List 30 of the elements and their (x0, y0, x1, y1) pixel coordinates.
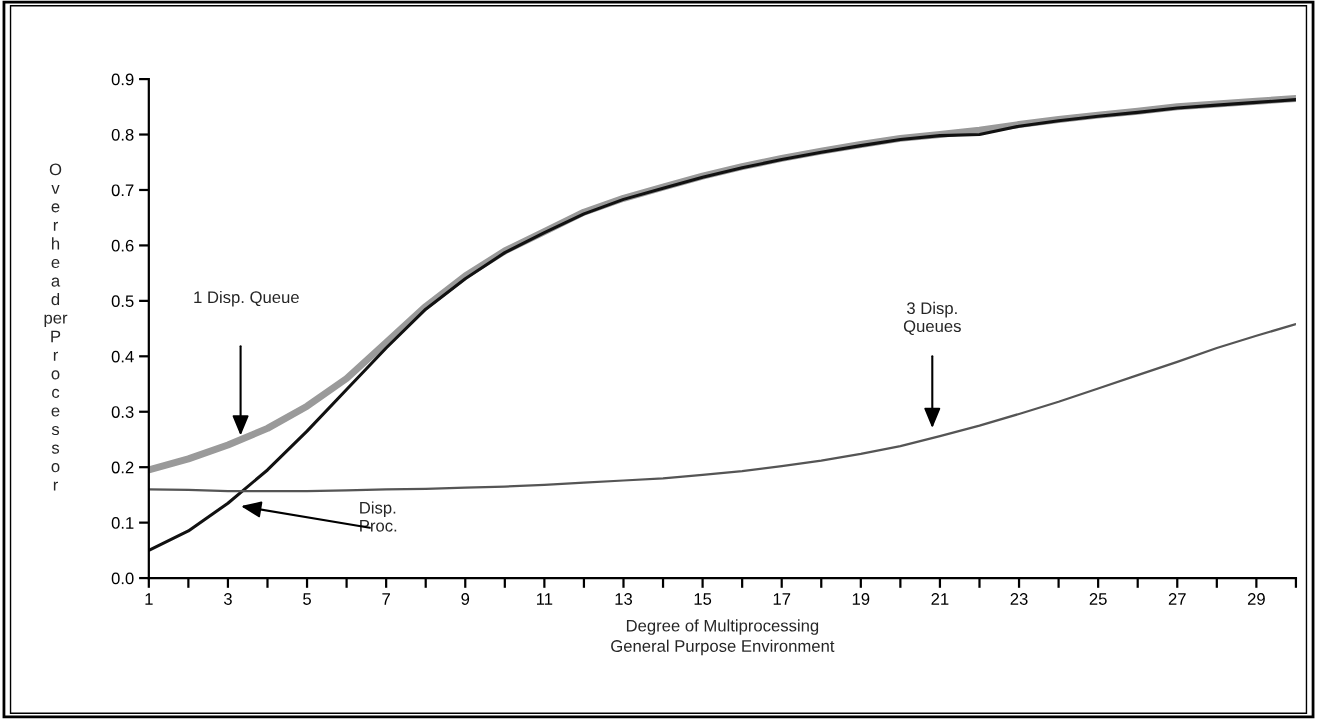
x-tick-label: 5 (303, 593, 311, 605)
x-tick-label: 17 (773, 593, 791, 605)
y-tick-label: 0.8 (111, 128, 134, 141)
x-tick-label: 3 (223, 593, 232, 605)
y-tick-label: 0.2 (111, 461, 134, 474)
x-tick-label: 11 (536, 593, 553, 605)
y-tick-label: 0.0 (111, 572, 134, 585)
x-axis-title: Degree of Multiprocessing General Purpose Environment (611, 619, 835, 656)
y-tick-label: 0.3 (111, 406, 134, 418)
annotation: 1 Disp. Queue (194, 290, 299, 307)
y-tick-label: 0.1 (111, 517, 134, 529)
y-tick-label: 0.6 (111, 239, 134, 252)
y-tick-label: 0.4 (111, 350, 134, 363)
y-tick-label: 0.9 (111, 73, 134, 86)
annotation: Disp. Proc. (360, 501, 397, 532)
annotation: 3 Disp. Queues (903, 301, 961, 336)
x-tick-label: 7 (382, 593, 390, 605)
x-tick-label: 25 (1089, 593, 1107, 605)
x-tick-label: 1 (145, 593, 153, 605)
x-tick-label: 9 (461, 593, 470, 605)
x-tick-label: 15 (694, 593, 712, 605)
y-tick-label: 0.5 (111, 295, 134, 308)
x-tick-label: 19 (852, 593, 870, 605)
text: Overhead per Processor (44, 163, 68, 491)
x-tick-label: 13 (615, 593, 633, 605)
x-tick-label: 29 (1247, 593, 1265, 605)
x-tick-label: 21 (931, 593, 949, 605)
y-tick-label: 0.7 (111, 184, 134, 197)
x-tick-label: 23 (1010, 593, 1028, 605)
x-tick-label: 27 (1168, 593, 1186, 605)
